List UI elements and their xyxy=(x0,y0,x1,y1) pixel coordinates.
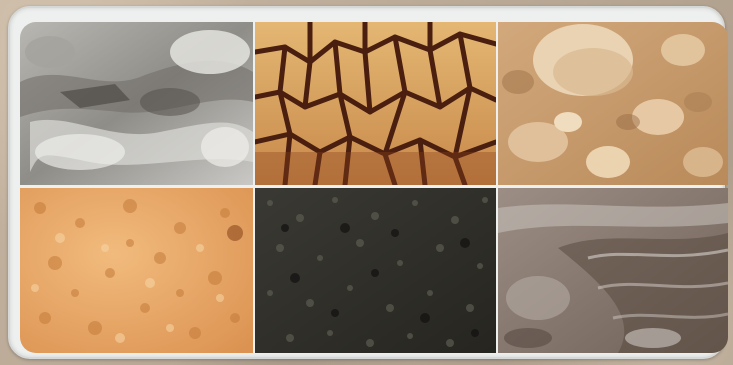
cracked-clay-soil-image xyxy=(255,22,496,185)
dark-loam-soil-image xyxy=(255,188,496,353)
soil-samples-grid xyxy=(20,22,728,353)
rocky-sandy-soil-image xyxy=(498,22,728,185)
sandy-soil-image xyxy=(20,188,253,353)
wet-mud-soil-image xyxy=(498,188,728,353)
gravel-soil-image xyxy=(20,22,253,185)
